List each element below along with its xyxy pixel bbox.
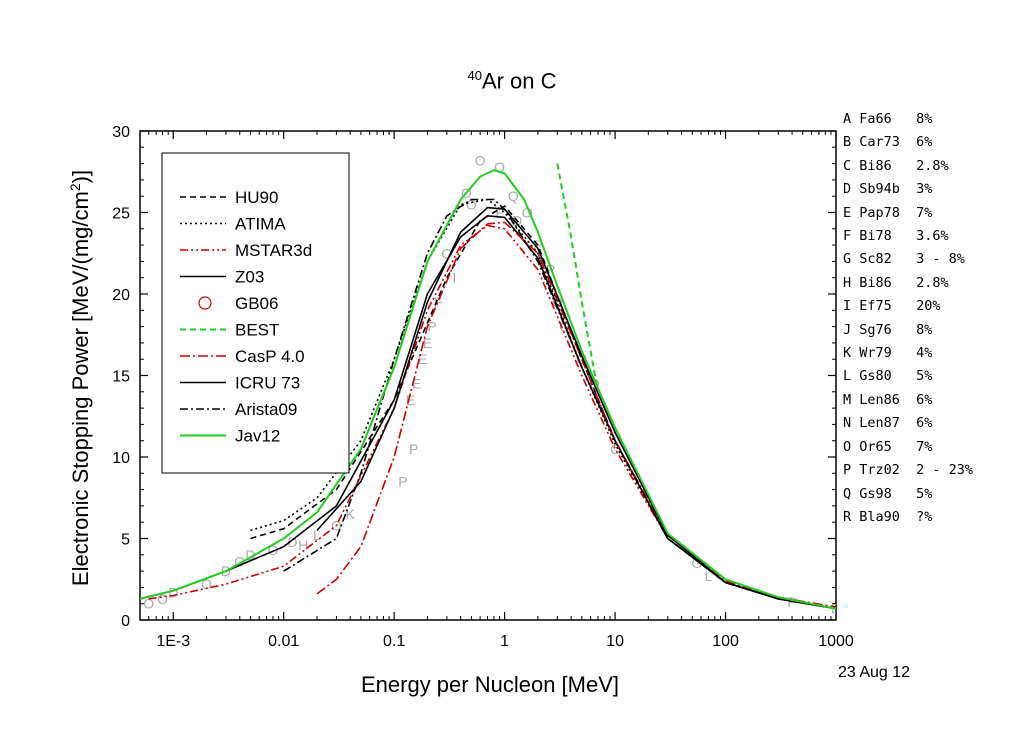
legend-hu90-label: HU90	[235, 188, 278, 207]
data-point-O: O	[576, 351, 587, 367]
data-point-C: C	[610, 441, 620, 457]
data-point-O: O	[494, 159, 505, 175]
data-point-D: D	[168, 584, 178, 600]
data-point-P: P	[398, 473, 407, 489]
series-line-hu90	[250, 205, 836, 610]
data-point-O: O	[475, 152, 486, 168]
data-point-O: O	[441, 245, 452, 261]
data-point-Q: Q	[508, 188, 519, 204]
data-point-I: I	[452, 270, 456, 286]
legend-box	[161, 152, 350, 474]
series-line-arista09	[283, 198, 836, 610]
y-tick-label: 0	[121, 613, 130, 630]
y-tick-label: 10	[112, 450, 130, 467]
series-line-best	[556, 163, 599, 392]
reference-item: L Gs80 5%	[843, 368, 933, 385]
data-point-L: L	[313, 527, 321, 543]
reference-item: E Pap78 7%	[843, 204, 933, 221]
data-point-K: K	[346, 506, 356, 522]
data-point-G: G	[691, 555, 702, 571]
legend-gb06-label: GB06	[235, 294, 278, 313]
data-point-O: O	[522, 205, 533, 221]
y-label-main: Electronic Stopping Power [MeV/(mg/cm	[68, 191, 93, 586]
date-label: 23 Aug 12	[838, 664, 911, 681]
data-point-O: O	[466, 196, 477, 212]
reference-item: A Fa66 8%	[843, 111, 933, 127]
series-line-jav12	[140, 169, 836, 610]
x-tick-label: 0.1	[383, 633, 405, 650]
reference-item: O Or65 7%	[843, 438, 933, 455]
x-tick-label: 1000	[818, 633, 854, 650]
series-line-mstar3d	[148, 224, 836, 610]
reference-item: J Sg76 8%	[843, 321, 933, 338]
data-point-L: L	[705, 568, 713, 584]
reference-item: F Bi78 3.6%	[843, 228, 949, 245]
data-point-F: F	[434, 294, 443, 310]
data-point-P: P	[409, 441, 418, 457]
data-point-O: O	[268, 542, 279, 558]
series-line-z03	[140, 215, 836, 610]
data-point-D: D	[287, 534, 297, 550]
x-axis-label: Energy per Nucleon [MeV]	[361, 672, 619, 697]
reference-item: D Sb94b 3%	[843, 181, 933, 198]
data-point-E: E	[412, 376, 421, 392]
legend-casp-4-0-label: CasP 4.0	[235, 347, 305, 366]
data-point-E: E	[406, 392, 415, 408]
reference-item: M Len86 6%	[843, 391, 933, 408]
series-lines	[140, 163, 836, 610]
reference-item: H Bi86 2.8%	[843, 274, 949, 291]
reference-list: A Fa66 8% B Car73 6% C Bi86 2.8% D Sb94b 3%…	[843, 108, 973, 529]
reference-item: Q Gs98 5%	[843, 485, 933, 502]
x-tick-label: 100	[712, 633, 739, 650]
y-tick-label: 25	[112, 206, 130, 223]
x-tick-label: 10	[606, 633, 624, 650]
legend-jav12-label: Jav12	[235, 427, 280, 446]
data-point-H: H	[298, 537, 308, 553]
legend-best-label: BEST	[235, 321, 279, 340]
legend-icru-73-label: ICRU 73	[235, 374, 300, 393]
y-tick-label: 5	[121, 532, 130, 549]
data-point-E: E	[418, 351, 427, 367]
x-tick-label: 1E-3	[156, 633, 190, 650]
reference-item: R Bla90 ?%	[843, 508, 933, 525]
legend-z03-label: Z03	[235, 268, 264, 287]
legend-mstar3d-label: MSTAR3d	[235, 241, 312, 260]
title-superscript: 40	[467, 68, 482, 83]
data-point-F: F	[495, 205, 504, 221]
data-point-O: O	[157, 591, 168, 607]
reference-item: C Bi86 2.8%	[843, 157, 949, 174]
chart-title: 40Ar on C	[0, 68, 1024, 94]
legend-gb06-marker	[198, 296, 212, 310]
data-point-O: O	[201, 576, 212, 592]
data-point-O: O	[234, 553, 245, 569]
data-point-D: D	[245, 547, 255, 563]
y-label-end: )]	[68, 170, 93, 183]
reference-item: I Ef75 20%	[843, 298, 941, 315]
x-tick-label: 0.01	[268, 633, 299, 650]
x-tick-label: 1	[500, 633, 509, 650]
reference-item: P Trz02 2 - 23%	[843, 462, 974, 479]
y-tick-label: 20	[112, 287, 130, 304]
y-tick-label: 15	[112, 369, 130, 386]
series-line-casp-4-0	[316, 221, 836, 608]
data-point-P: P	[427, 319, 436, 335]
y-axis-label: Electronic Stopping Power [MeV/(mg/cm2)]	[67, 170, 93, 586]
data-point-O: O	[143, 596, 154, 612]
title-main: Ar on C	[481, 68, 557, 94]
reference-item: K Wr79 4%	[843, 345, 933, 362]
data-point-E: E	[423, 335, 432, 351]
reference-item: G Sc82 3 - 8%	[843, 251, 965, 268]
reference-item: N Len87 6%	[843, 415, 933, 432]
reference-item: B Car73 6%	[843, 134, 933, 151]
legend-arista09-label: Arista09	[235, 400, 297, 419]
data-point-P: P	[787, 594, 796, 610]
y-tick-label: 30	[112, 124, 130, 141]
y-label-sup: 2	[67, 183, 83, 191]
legend-atima-label: ATIMA	[235, 215, 286, 234]
